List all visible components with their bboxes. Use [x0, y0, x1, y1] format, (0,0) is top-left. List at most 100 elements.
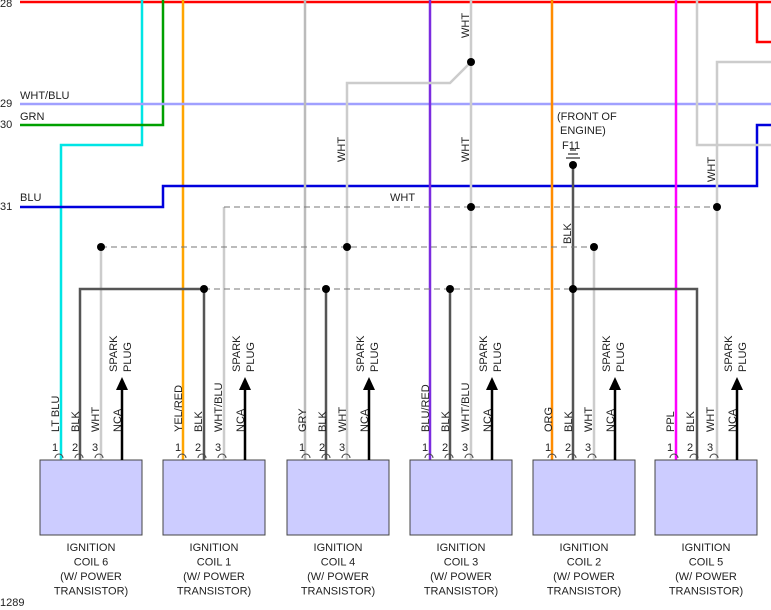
connector-id: F11 — [562, 140, 580, 152]
spark-plug-label: SPARK — [601, 335, 613, 372]
wire-number: 30 — [0, 119, 12, 131]
wire-number: 28 — [0, 0, 12, 10]
coil-caption: (W/ POWER — [430, 571, 492, 583]
spark-plug-label: SPARK — [355, 335, 367, 372]
coil-caption: TRANSISTOR) — [54, 585, 128, 597]
pin-arc — [74, 453, 84, 459]
coil-caption: IGNITION — [437, 542, 486, 554]
wire-label: LT BLU — [50, 396, 62, 432]
pin-arc — [669, 453, 679, 459]
pin-number: 3 — [585, 442, 591, 454]
coil-caption: TRANSISTOR) — [669, 585, 743, 597]
wire-label: BLK — [562, 223, 574, 244]
coil-box — [39, 459, 143, 536]
ground-note: (FRONT OF — [557, 111, 617, 123]
pin-arc — [567, 453, 577, 459]
coil-caption: COIL 3 — [444, 556, 478, 568]
wire-label: WHT/BLU — [460, 382, 472, 432]
wire-label: WHT — [390, 192, 415, 204]
pin-arc — [547, 453, 557, 459]
coil-caption: TRANSISTOR) — [547, 585, 621, 597]
pin-arc — [54, 453, 64, 459]
pin-number: 1 — [422, 442, 428, 454]
coil-box — [162, 459, 266, 536]
wire-label: WHT — [706, 157, 718, 182]
coil-caption: IGNITION — [190, 542, 239, 554]
pin-number: 3 — [462, 442, 468, 454]
wire-label: YEL/RED — [173, 385, 185, 432]
wire-label: BLU — [20, 192, 41, 204]
coil-caption: COIL 6 — [74, 556, 108, 568]
pin-arc — [444, 453, 454, 459]
coil-caption: TRANSISTOR) — [177, 585, 251, 597]
coil-caption: IGNITION — [682, 542, 731, 554]
spark-plug-label: PLUG — [737, 342, 749, 372]
wire-label: BLK — [440, 411, 452, 432]
pin-arc — [217, 453, 227, 459]
spark-plug-label: SPARK — [723, 335, 735, 372]
pin-arc — [94, 453, 104, 459]
pin-arc — [177, 453, 187, 459]
arrow-head — [363, 377, 375, 390]
coil-caption: (W/ POWER — [675, 571, 737, 583]
coil-caption: (W/ POWER — [307, 571, 369, 583]
splices — [97, 58, 721, 293]
ground-note: ENGINE) — [560, 125, 606, 137]
spark-plug-label: SPARK — [108, 335, 120, 372]
arrow-head — [731, 377, 743, 390]
wire-label: BLK — [317, 411, 329, 432]
wire-label: ORG — [543, 407, 555, 432]
pin-number: 1 — [667, 442, 673, 454]
pin-arc — [689, 453, 699, 459]
spark-plug-label: PLUG — [245, 342, 257, 372]
pin-number: 3 — [339, 442, 345, 454]
coil-caption: (W/ POWER — [60, 571, 122, 583]
coil-caption: COIL 4 — [321, 556, 355, 568]
coil-box — [286, 459, 390, 536]
coil-caption: TRANSISTOR) — [424, 585, 498, 597]
coil-caption: COIL 5 — [689, 556, 723, 568]
pin-number: 1 — [52, 442, 58, 454]
wire-label: WHT — [460, 137, 472, 162]
wire-label: WHT — [460, 13, 472, 38]
wire-label: WHT — [336, 137, 348, 162]
wire-label: WHT — [337, 407, 349, 432]
wire-label: BLK — [563, 411, 575, 432]
pin-number: 2 — [319, 442, 325, 454]
spark-plug-label: PLUG — [492, 342, 504, 372]
pin-number: 2 — [442, 442, 448, 454]
wire-label: PPL — [665, 411, 677, 432]
pin-number: 1 — [299, 442, 305, 454]
pin-arc — [587, 453, 597, 459]
wire-label: GRY — [297, 408, 309, 432]
wire-label: WHT — [90, 407, 102, 432]
pin-number: 3 — [92, 442, 98, 454]
pin-arc — [464, 453, 474, 459]
arrow-head — [239, 377, 251, 390]
spark-plug-label: SPARK — [478, 335, 490, 372]
pin-arc — [301, 453, 311, 459]
spark-plug-label: SPARK — [231, 335, 243, 372]
arrow-head — [609, 377, 621, 390]
pin-arc — [197, 453, 207, 459]
coil-caption: TRANSISTOR) — [301, 585, 375, 597]
figure-number: 1289 — [0, 597, 24, 609]
pin-number: 2 — [565, 442, 571, 454]
pin-number: 3 — [215, 442, 221, 454]
wire-label: WHT — [583, 407, 595, 432]
pin-arc — [424, 453, 434, 459]
wire-label: WHT/BLU — [213, 382, 225, 432]
pin-arc — [321, 453, 331, 459]
pin-number: 1 — [175, 442, 181, 454]
pin-number: 2 — [72, 442, 78, 454]
spark-plug-label: PLUG — [615, 342, 627, 372]
wire-label: BLK — [193, 411, 205, 432]
coil-box — [654, 459, 758, 536]
wire-label: GRN — [20, 111, 45, 123]
coil-caption: COIL 1 — [197, 556, 231, 568]
coil-box — [409, 459, 513, 536]
spark-plug-label: PLUG — [122, 342, 134, 372]
arrow-head — [486, 377, 498, 390]
